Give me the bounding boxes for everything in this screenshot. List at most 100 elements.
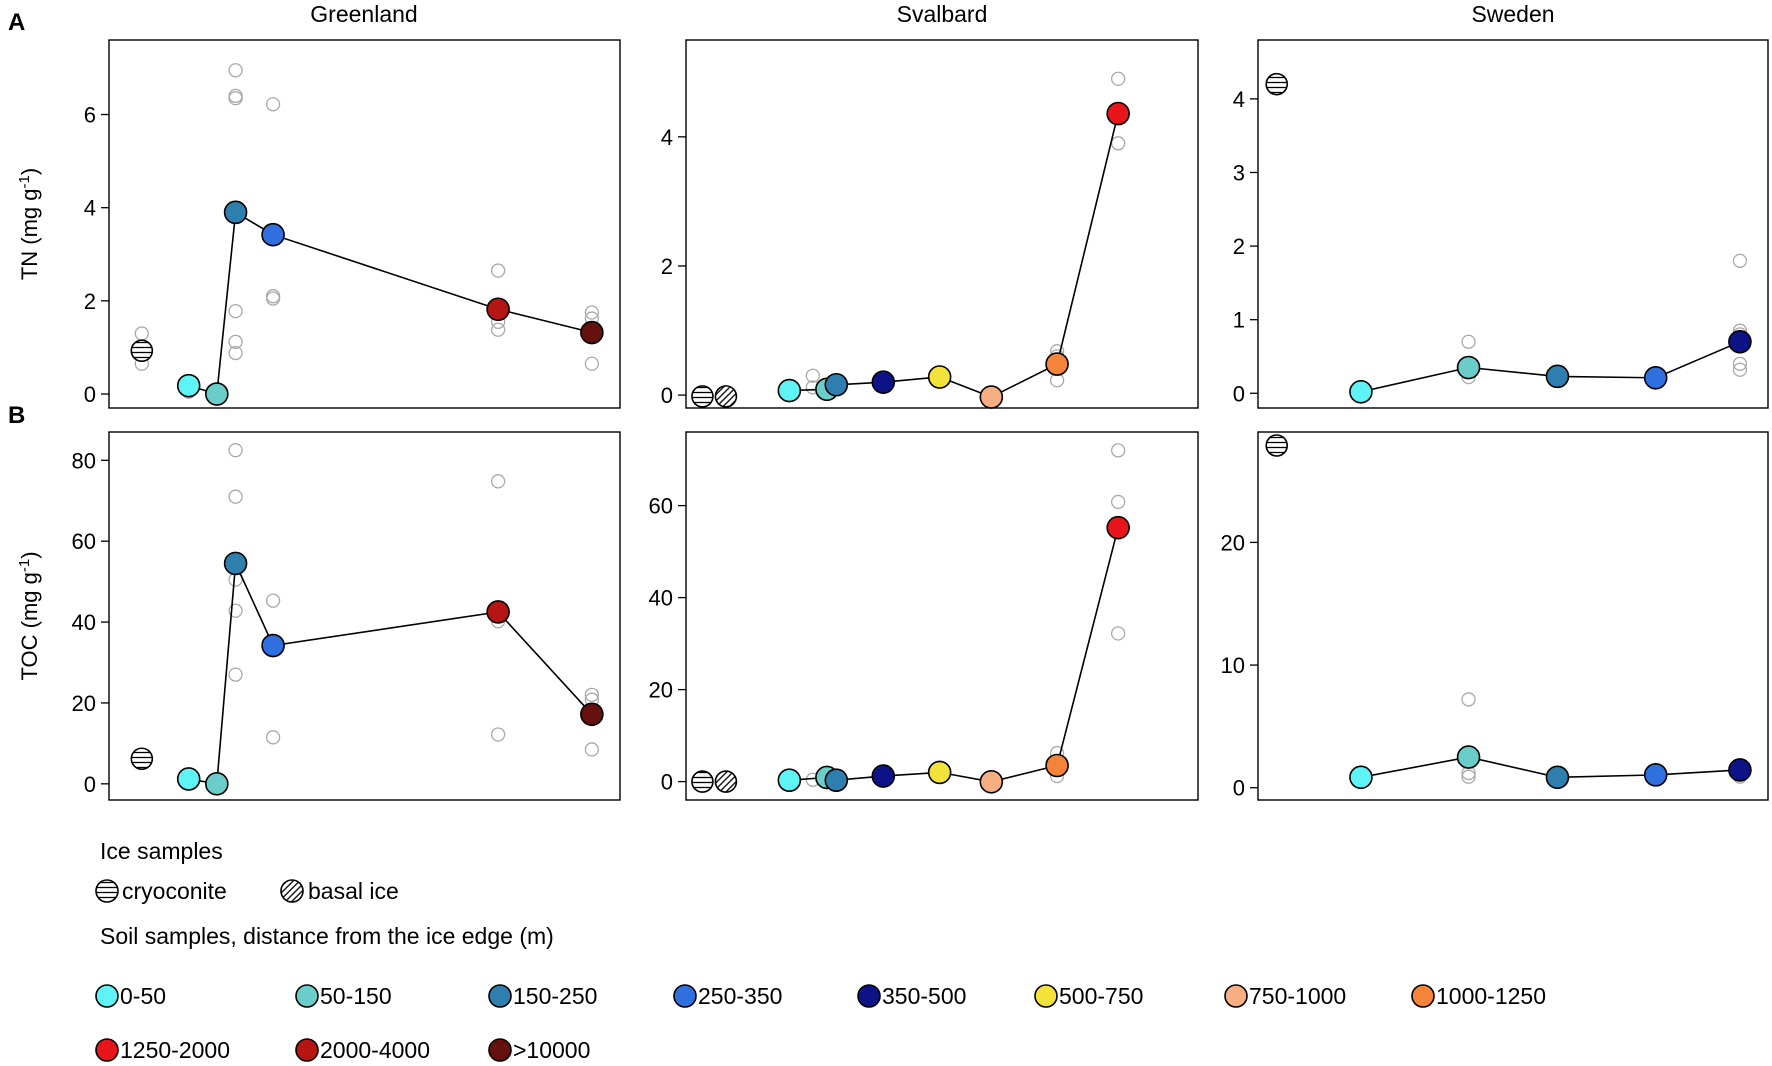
mean-point: [824, 372, 849, 397]
replicate-point: [1110, 71, 1126, 86]
y-tick-label: 4: [661, 125, 673, 150]
y-tick-label: 2: [661, 254, 673, 279]
mean-point: [261, 633, 285, 658]
legend-item-350-500: 350-500: [857, 983, 966, 1009]
y-tick-label: 0: [84, 382, 96, 407]
y-tick-label: 0: [84, 772, 96, 797]
series-line: [188, 211, 593, 396]
y-tick-label: 60: [72, 529, 96, 554]
cryoconite-point: [691, 770, 714, 793]
mean-point: [1728, 329, 1752, 354]
plot-frame: [685, 431, 1199, 801]
legend-label: 150-250: [513, 983, 597, 1009]
mean-point: [824, 768, 849, 793]
replicate-point: [265, 291, 281, 306]
legend-label: 0-50: [120, 983, 166, 1009]
replicate-point: [228, 334, 243, 350]
replicate-point: [584, 687, 600, 703]
plot-frame: [108, 431, 621, 801]
replicate-point: [1110, 443, 1126, 458]
replicate-point: [1732, 253, 1748, 268]
replicate-point: [805, 368, 820, 383]
y-tick-label: 2: [84, 289, 96, 314]
replicate-point: [1732, 362, 1748, 377]
replicate-point: [228, 91, 243, 106]
replicate-point: [228, 303, 243, 319]
legend-item-500-750: 500-750: [1034, 983, 1143, 1009]
legend-label: 1000-1250: [1436, 983, 1546, 1009]
mean-point: [1106, 515, 1130, 540]
mean-point: [1456, 745, 1481, 769]
legend-item-150-250: 150-250: [488, 983, 597, 1009]
y-tick-label: 40: [72, 610, 96, 635]
mean-point: [486, 600, 510, 624]
legend-item-50-150: 50-150: [295, 983, 392, 1009]
legend-marker: [673, 984, 697, 1008]
legend-marker: [488, 984, 512, 1008]
legend-item--10000: >10000: [488, 1037, 590, 1063]
chart-sw-tn: Sweden 0 1 2 3 4: [1233, 1, 1769, 409]
legend-item-1250-2000: 1250-2000: [95, 1037, 230, 1063]
cryoconite-point: [130, 747, 154, 771]
mean-point: [1643, 366, 1668, 390]
replicate-point: [228, 443, 243, 458]
legend-item-750-1000: 750-1000: [1224, 983, 1346, 1009]
mean-point: [927, 760, 952, 785]
replicate-point: [1461, 692, 1476, 707]
cryoconite-point: [1265, 434, 1289, 457]
y-tick-label: 0: [661, 770, 673, 795]
legend-cryoconite-label: cryoconite: [122, 878, 227, 904]
y-tick-label: 10: [1221, 653, 1245, 678]
legend-marker: [1224, 984, 1248, 1008]
cryoconite-point: [130, 339, 154, 363]
y-tick-label: 1: [1233, 308, 1245, 333]
legend-marker: [1411, 984, 1435, 1008]
series-line: [188, 560, 593, 785]
replicate-point: [1110, 136, 1126, 151]
legend-ice-title: Ice samples: [100, 838, 223, 864]
plot-frame: [685, 39, 1199, 409]
legend-label: 750-1000: [1249, 983, 1346, 1009]
legend-marker: [95, 1038, 119, 1062]
column-title: Greenland: [310, 1, 417, 27]
cryoconite-point: [691, 385, 714, 408]
chart-gl-tn: Greenland 0 2 4 6 TN (mg g-1): [16, 1, 621, 409]
replicate-point: [228, 345, 243, 361]
mean-point: [486, 297, 510, 322]
mean-point: [580, 320, 604, 345]
replicate-point: [584, 305, 600, 320]
panel-label-b: B: [8, 402, 25, 429]
legend-cryoconite-marker: [95, 879, 119, 903]
chart-sv-toc: 0 20 40 60: [649, 431, 1199, 801]
mean-point: [1349, 380, 1373, 404]
mean-point: [871, 370, 896, 394]
legend-marker: [295, 1038, 319, 1062]
mean-point: [1106, 101, 1130, 126]
mean-point: [176, 767, 201, 791]
replicate-point: [584, 742, 600, 757]
replicate-point: [490, 263, 506, 278]
column-title: Svalbard: [897, 1, 988, 27]
legend-marker: [488, 1038, 512, 1062]
legend-item-1000-1250: 1000-1250: [1411, 983, 1546, 1009]
series-line: [789, 113, 1119, 398]
series-line: [789, 527, 1119, 783]
basal-ice-point: [714, 770, 738, 793]
legend-basal-ice-marker: [280, 879, 304, 903]
replicate-point: [1461, 769, 1476, 784]
legend-label: 2000-4000: [320, 1037, 430, 1063]
mean-point: [261, 222, 285, 247]
y-tick-label: 0: [661, 383, 673, 408]
cryoconite-point: [1265, 72, 1289, 96]
legend-marker: [295, 984, 319, 1008]
y-axis-label: TOC (mg g-1): [16, 551, 43, 680]
mean-point: [1545, 765, 1570, 790]
mean-point: [871, 764, 896, 788]
mean-point: [223, 200, 248, 225]
y-tick-label: 40: [649, 586, 673, 611]
legend-item-250-350: 250-350: [673, 983, 782, 1009]
replicate-point: [228, 667, 243, 682]
legend-label: >10000: [513, 1037, 590, 1063]
replicate-point: [228, 603, 243, 618]
